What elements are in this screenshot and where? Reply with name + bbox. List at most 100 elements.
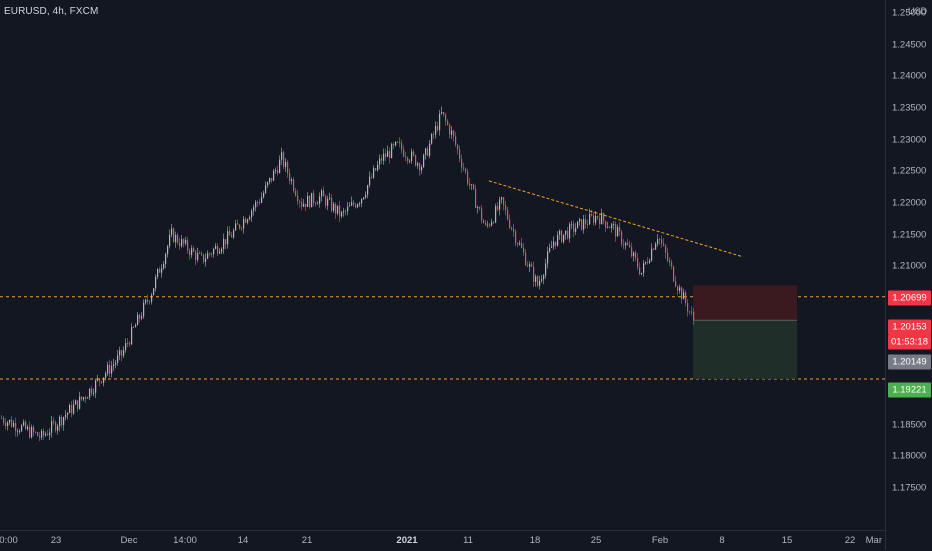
candle-body [635, 252, 637, 259]
countdown-tag: 01:53:18 [888, 334, 931, 350]
currency-label: USD [907, 6, 927, 16]
candle-body [267, 182, 269, 186]
candle-body [275, 170, 277, 171]
candle-body [567, 230, 569, 239]
candle-body [197, 253, 199, 260]
candle-body [547, 251, 549, 264]
candle-body [655, 243, 657, 250]
candle-body [273, 170, 275, 181]
candle-body [557, 234, 559, 246]
candle-body [457, 144, 459, 150]
candle-body [141, 316, 143, 319]
candle-body [583, 219, 585, 230]
candle-body [499, 199, 501, 210]
candle-body [665, 245, 667, 253]
candle-body [351, 202, 353, 206]
candle-body [391, 144, 393, 159]
candle-body [623, 244, 625, 246]
candle-body [199, 253, 201, 254]
candle-body [445, 114, 447, 121]
candle-body [95, 380, 97, 393]
candle-body [415, 155, 417, 166]
candle-body [323, 190, 325, 197]
candle-body [77, 400, 79, 409]
candle-body [691, 311, 693, 313]
last-price-tag: 1.20153 [888, 319, 931, 335]
candle-body [587, 224, 589, 225]
target-price-tag: 1.19221 [888, 382, 931, 398]
candle-body [155, 276, 157, 289]
candle-body [237, 223, 239, 225]
candle-body [627, 242, 629, 246]
candle-body [441, 111, 443, 114]
price-tick-label: 1.24000 [892, 70, 927, 82]
candle-body [581, 219, 583, 230]
candle-body [203, 254, 205, 262]
candle-body [139, 314, 141, 319]
time-axis[interactable]: 00:00 23 Dec 14:00 14 21 2021 11 18 25 Feb 8 15 22 Mar [0, 530, 885, 551]
position-zones [693, 285, 797, 379]
price-tick-label: 1.23000 [892, 134, 927, 146]
candle-body [7, 422, 9, 426]
candle-body [249, 217, 251, 220]
candle-body [677, 286, 679, 291]
candle-body [487, 224, 489, 226]
candle-body [527, 265, 529, 267]
candle-body [363, 197, 365, 199]
candle-body [355, 204, 357, 208]
candle-body [405, 156, 407, 158]
candle-body [657, 239, 659, 244]
candle-body [305, 203, 307, 207]
candle-body [497, 206, 499, 210]
candle-body [605, 220, 607, 228]
candle-body [385, 153, 387, 158]
price-tick-label: 1.22000 [892, 197, 927, 209]
price-tick-label: 1.21000 [892, 260, 927, 272]
candle-body [599, 217, 601, 225]
candle-body [175, 234, 177, 243]
candle-body [503, 197, 505, 206]
candle-body [489, 224, 491, 226]
price-chart[interactable] [0, 0, 885, 530]
candle-body [221, 248, 223, 252]
candle-body [29, 426, 31, 438]
candle-body [689, 311, 691, 313]
candle-body [451, 130, 453, 135]
candle-body [357, 204, 359, 208]
candle-body [179, 242, 181, 247]
candle-body [681, 287, 683, 300]
candle-body [205, 258, 207, 262]
candle-body [397, 141, 399, 143]
candle-body [1, 418, 3, 420]
candle-body [371, 176, 373, 178]
candle-body [395, 141, 397, 146]
candle-body [517, 243, 519, 245]
candle-body [609, 227, 611, 229]
candle-body [693, 311, 695, 321]
candle-body [91, 388, 93, 394]
candle-body [125, 343, 127, 350]
candle-body [181, 239, 183, 247]
candle-body [313, 192, 315, 204]
candle-body [611, 224, 613, 229]
candle-body [345, 210, 347, 212]
candle-body [303, 203, 305, 207]
candle-body [61, 416, 63, 426]
candle-body [63, 417, 65, 426]
candle-body [171, 228, 173, 235]
price-axis[interactable]: USD 1.25000 1.24500 1.24000 1.23500 1.23000 1… [885, 0, 932, 550]
candle-body [251, 210, 253, 218]
candle-body [5, 422, 7, 426]
candle-body [521, 243, 523, 248]
candle-body [113, 364, 115, 367]
candle-body [593, 215, 595, 223]
candle-body [631, 247, 633, 257]
candle-body [683, 292, 685, 300]
candle-body [435, 125, 437, 135]
candle-body [319, 196, 321, 204]
candle-body [639, 267, 641, 275]
candle-body [115, 362, 117, 365]
candle-body [399, 141, 401, 143]
candle-body [393, 144, 395, 146]
candle-body [555, 241, 557, 246]
